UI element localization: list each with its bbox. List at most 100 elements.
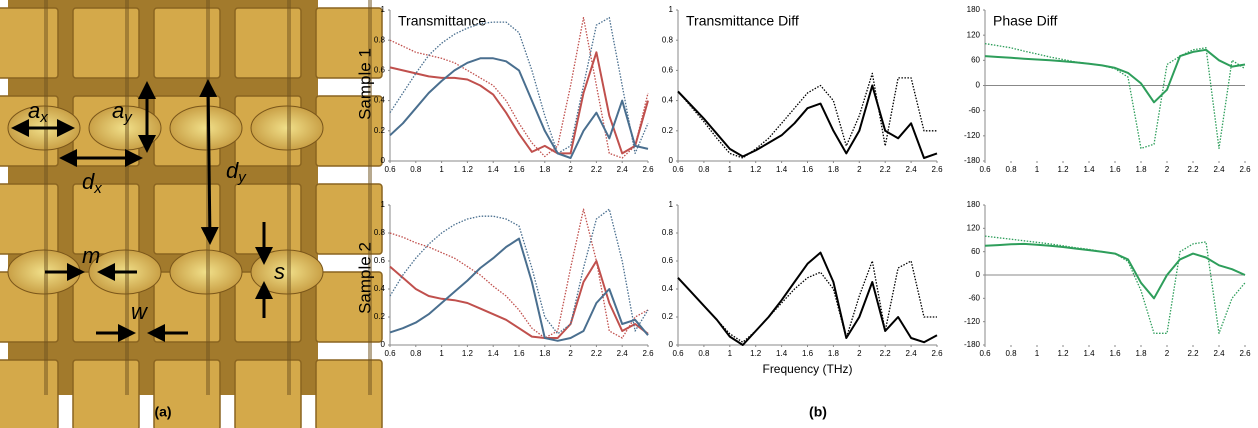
x-tick-label: 1.2 [1057,165,1069,174]
series-line [677,84,938,159]
x-tick-label: 1 [728,165,733,174]
x-tick-label: 2 [1165,165,1170,174]
x-tick-label: 1.8 [1135,349,1147,358]
x-tick-label: 2.6 [642,349,654,358]
metal-pad [315,7,383,79]
y-tick-label: 0.4 [374,96,386,105]
x-tick-label: 0.6 [979,165,991,174]
y-tick-label: -180 [964,340,981,349]
x-tick-label: 1.2 [462,349,474,358]
x-tick-label: 2 [857,349,862,358]
y-tick-label: 0.2 [662,126,674,135]
y-tick-label: 0.6 [374,66,386,75]
y-tick-label: 0.8 [662,228,674,237]
y-tick-label: 0.6 [662,256,674,265]
metal-pad [234,183,302,255]
chart: 0 0.2 0.4 0.6 0.8 1 0.6 0.8 1 1.2 1.4 1.6 1.8 2 2.2 2.4… [374,5,654,174]
y-tick-label: 0.2 [374,312,386,321]
x-tick-label: 1.6 [802,165,814,174]
x-tick-label: 0.8 [1005,165,1017,174]
label-ax: ax [28,98,48,126]
x-tick-label: 1 [728,349,733,358]
metal-pad [234,7,302,79]
x-tick-label: 1.8 [539,349,551,358]
x-tick-label: 2.6 [931,349,943,358]
x-tick-label: 1.4 [1083,349,1095,358]
metal-pad [0,7,59,79]
x-tick-label: 2.6 [1239,349,1251,358]
micrograph [0,0,383,428]
x-tick-label: 1.4 [1083,165,1095,174]
series-line [389,237,649,342]
series-line [389,51,649,155]
chart-title: Transmittance [398,13,486,29]
y-tick-label: 0 [669,340,674,349]
label-w: w [131,299,149,324]
metal-pad [315,183,383,255]
metal-pad [72,359,140,428]
panel-label: (a) [154,404,171,420]
y-tick-label: 0 [976,81,981,90]
chart-title: Transmittance Diff [686,13,799,29]
series-line [677,72,937,159]
series-line [677,251,938,346]
y-tick-label: 1 [381,5,386,14]
x-tick-label: 1.8 [539,165,551,174]
y-tick-label: 0.4 [374,284,386,293]
metal-pad [315,271,383,343]
y-tick-label: 0.8 [374,35,386,44]
label-s: s [274,259,285,284]
y-tick-label: 0.6 [662,66,674,75]
x-tick-label: 2 [857,165,862,174]
y-tick-label: 180 [967,5,981,14]
x-tick-label: 1.2 [1057,349,1069,358]
x-tick-label: 0.6 [672,349,684,358]
x-tick-label: 2.2 [880,349,892,358]
metal-pad [315,359,383,428]
y-tick-label: 0.4 [662,96,674,105]
x-tick-label: 0.8 [1005,349,1017,358]
chart: -180 -120 -60 0 60 120 180 0.6 0.8 1 1.2 1.4 1.6 1.8 2… [964,200,1251,358]
x-tick-label: 2.6 [1239,165,1251,174]
y-tick-label: 60 [971,247,980,256]
x-axis-label: Frequency (THz) [762,362,852,376]
x-tick-label: 0.8 [698,349,710,358]
metal-pad [153,359,221,428]
x-tick-label: 2 [568,165,573,174]
row-label: Sample 2 [355,242,374,314]
x-tick-label: 0.6 [384,349,396,358]
x-tick-label: 2.6 [931,165,943,174]
x-tick-label: 2.2 [591,165,603,174]
series-line [389,208,649,335]
x-tick-label: 1 [1035,165,1040,174]
y-tick-label: 120 [967,223,981,232]
y-tick-label: -180 [964,156,981,165]
y-tick-label: 0.2 [374,126,386,135]
x-tick-label: 0.8 [410,165,422,174]
x-tick-label: 2.4 [617,349,629,358]
y-tick-label: 0.8 [662,35,674,44]
series-line [389,57,649,159]
x-tick-label: 2.4 [1213,165,1225,174]
y-tick-label: 1 [669,200,674,209]
series-line [677,260,937,343]
x-tick-label: 1.2 [750,165,762,174]
x-tick-label: 0.6 [384,165,396,174]
label-ay: ay [112,98,133,126]
slot [125,0,129,395]
label-dy: dy [226,158,247,186]
x-tick-label: 2.2 [1187,165,1199,174]
x-tick-label: 1.2 [750,349,762,358]
series-line [389,208,649,339]
y-tick-label: 0 [381,156,386,165]
chart-title: Phase Diff [993,13,1057,29]
slot [368,0,372,395]
metal-pad [0,183,59,255]
series-line [984,42,1246,150]
chart: -180 -120 -60 0 60 120 180 0.6 0.8 1 1.2 1.4 1.6 1.8 2… [964,5,1251,174]
dimension-arrows [11,79,273,342]
y-tick-label: -60 [968,293,980,302]
y-tick-label: -60 [968,106,980,115]
series-line [389,16,649,159]
